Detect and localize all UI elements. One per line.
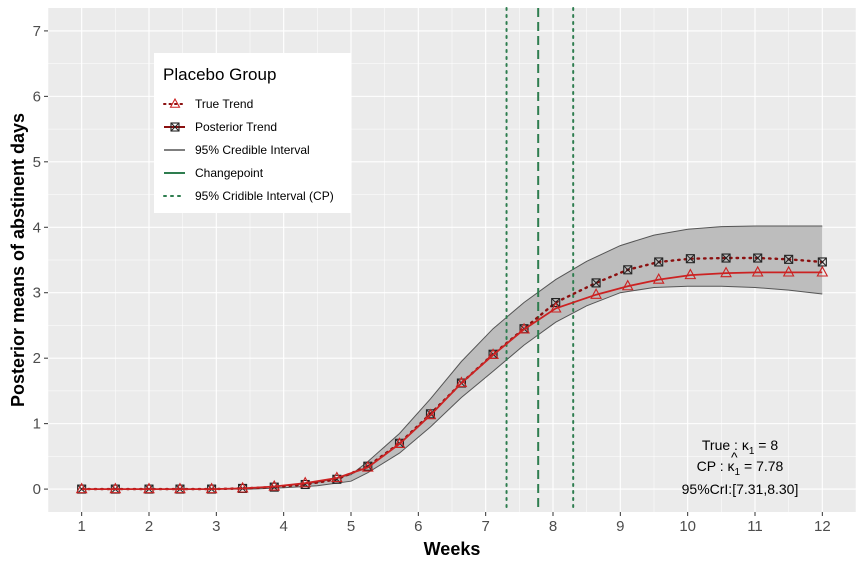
posterior-trend-point: [721, 253, 731, 263]
y-tick-label: 2: [33, 350, 41, 367]
y-tick-label: 4: [33, 219, 41, 236]
x-tick-label: 5: [347, 518, 355, 535]
posterior-trend-point: [591, 278, 601, 288]
true-trend-point: [487, 348, 499, 360]
true-trend-point: [720, 266, 732, 278]
true-trend-point: [236, 481, 249, 493]
legend: Placebo Group True Trend Posterior Trend 9…: [154, 53, 351, 213]
x-tick-label: 8: [549, 518, 557, 535]
true-trend-point: [518, 322, 530, 334]
y-tick-label: 7: [33, 23, 41, 40]
x-tick-label: 6: [414, 518, 422, 535]
marker-cross: [817, 257, 827, 267]
marker-cross: [686, 254, 695, 264]
x-tick-label: 1: [77, 518, 85, 535]
y-tick-label: 5: [33, 154, 41, 171]
true-trend-point: [361, 460, 374, 472]
true-trend-point: [816, 265, 829, 277]
true-trend-point: [268, 479, 281, 491]
marker-box: [591, 278, 601, 288]
true-trend-point: [652, 272, 665, 284]
x-tick-label: 12: [814, 518, 831, 535]
true-trend-point: [143, 482, 155, 494]
x-tick-label: 2: [145, 518, 153, 535]
x-axis-title: Weeks: [424, 539, 481, 559]
x-tick-label: 11: [747, 518, 763, 535]
x-tick-label: 9: [616, 518, 624, 535]
legend-entry-cpci: 95% Cridible Interval (CP): [163, 189, 334, 203]
y-tick-label: 6: [33, 88, 41, 105]
annotation-true: True : κ1 = 8: [702, 437, 778, 457]
marker-box: [623, 265, 633, 275]
annotation-credible-interval: 95%CrI:[7.31,8.30]: [682, 481, 799, 497]
legend-key-triangle: [169, 97, 181, 108]
credible-interval-area: [81, 226, 823, 490]
true-trend-point: [684, 268, 697, 280]
legend-title: Placebo Group: [163, 65, 276, 84]
marker-cross: [654, 257, 664, 267]
marker-box: [685, 254, 695, 264]
true-trend-point: [393, 437, 406, 449]
x-tick-label: 4: [279, 518, 287, 535]
marker-cross: [721, 253, 731, 263]
legend-entry-post: Posterior Trend: [164, 120, 277, 134]
marker-cross: [591, 278, 601, 288]
legend-label: 95% Credible Interval: [195, 143, 310, 157]
annotation-hat: ^: [731, 449, 738, 465]
legend-entry-ci: 95% Credible Interval: [164, 143, 310, 157]
true-trend-point: [621, 279, 634, 291]
posterior-trend-point: [623, 265, 633, 275]
true-trend-point: [75, 482, 88, 494]
x-tick-label: 10: [679, 518, 696, 535]
posterior-trend-point: [784, 254, 794, 264]
x-tick-label: 3: [212, 518, 220, 535]
legend-label: Changepoint: [195, 166, 264, 180]
annotation-cp: CP : κ1 = 7.78: [697, 458, 784, 478]
marker-box: [170, 122, 180, 132]
y-tick-label: 3: [33, 285, 41, 302]
true-trend-point: [299, 476, 312, 488]
true-trend-point: [455, 376, 468, 388]
legend-box: [154, 53, 351, 213]
x-tick-label: 7: [481, 518, 489, 535]
true-trend-point: [330, 471, 343, 483]
true-trend-line: [81, 271, 823, 490]
marker-cross: [623, 265, 633, 275]
legend-label: Posterior Trend: [195, 120, 277, 134]
posterior-trend-point: [654, 257, 664, 267]
y-tick-label: 1: [33, 416, 41, 433]
series-lines: [75, 253, 829, 494]
true-trend-point: [174, 482, 186, 494]
y-tick-label: 0: [33, 481, 41, 498]
marker-box: [753, 253, 763, 263]
marker-box: [551, 297, 561, 308]
marker-cross: [77, 484, 87, 494]
true-trend-point: [782, 265, 795, 277]
true-trend-point: [424, 408, 437, 420]
marker-box: [784, 254, 794, 264]
legend-entry-cp: Changepoint: [164, 166, 264, 180]
changepoint-annotation: True : κ1 = 8 ^ CP : κ1 = 7.78 95%CrI:[7…: [682, 437, 799, 497]
marker-box: [721, 253, 731, 263]
marker-cross: [170, 122, 180, 132]
marker-cross: [753, 253, 763, 263]
credible-interval-lower: [81, 285, 823, 490]
legend-key-square: [170, 122, 180, 132]
marker-cross: [784, 254, 794, 264]
changepoint-lines: [505, 7, 575, 513]
marker-box: [654, 257, 664, 267]
true-trend-point: [205, 482, 218, 494]
legend-label: True Trend: [195, 97, 253, 111]
true-trend-point: [109, 482, 122, 494]
true-trend-point: [751, 265, 764, 277]
legend-entry-true: True Trend: [163, 97, 253, 111]
legend-label: 95% Cridible Interval (CP): [195, 189, 334, 203]
posterior-trend-point: [685, 254, 695, 264]
true-trend-point: [549, 301, 562, 313]
true-trend-point: [590, 288, 602, 299]
y-axis-title: Posterior means of abstinent days: [8, 113, 28, 407]
posterior-trend-point: [753, 253, 763, 263]
